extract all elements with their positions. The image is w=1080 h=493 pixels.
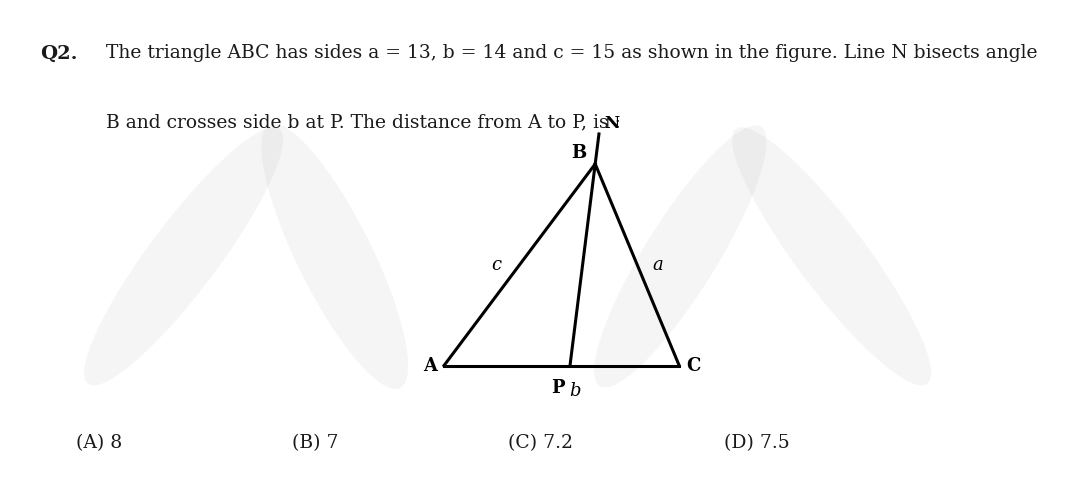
Text: B and crosses side b at P. The distance from A to P, is :: B and crosses side b at P. The distance …: [106, 113, 621, 132]
Text: C: C: [686, 356, 700, 375]
Text: The triangle ABC has sides a = 13, b = 14 and c = 15 as shown in the figure. Lin: The triangle ABC has sides a = 13, b = 1…: [106, 44, 1037, 63]
Text: b: b: [569, 383, 581, 400]
Text: N: N: [604, 115, 619, 132]
Text: (B) 7: (B) 7: [292, 434, 338, 452]
Text: Q2.: Q2.: [40, 44, 78, 63]
Text: c: c: [491, 256, 501, 274]
Text: (A) 8: (A) 8: [76, 434, 122, 452]
Text: (C) 7.2: (C) 7.2: [508, 434, 572, 452]
Text: P: P: [551, 379, 565, 397]
Text: B: B: [571, 144, 586, 162]
Ellipse shape: [261, 124, 408, 389]
Ellipse shape: [732, 127, 931, 386]
Ellipse shape: [84, 127, 283, 386]
Ellipse shape: [594, 125, 767, 387]
Text: A: A: [423, 356, 437, 375]
Text: a: a: [652, 256, 663, 274]
Text: (D) 7.5: (D) 7.5: [724, 434, 789, 452]
